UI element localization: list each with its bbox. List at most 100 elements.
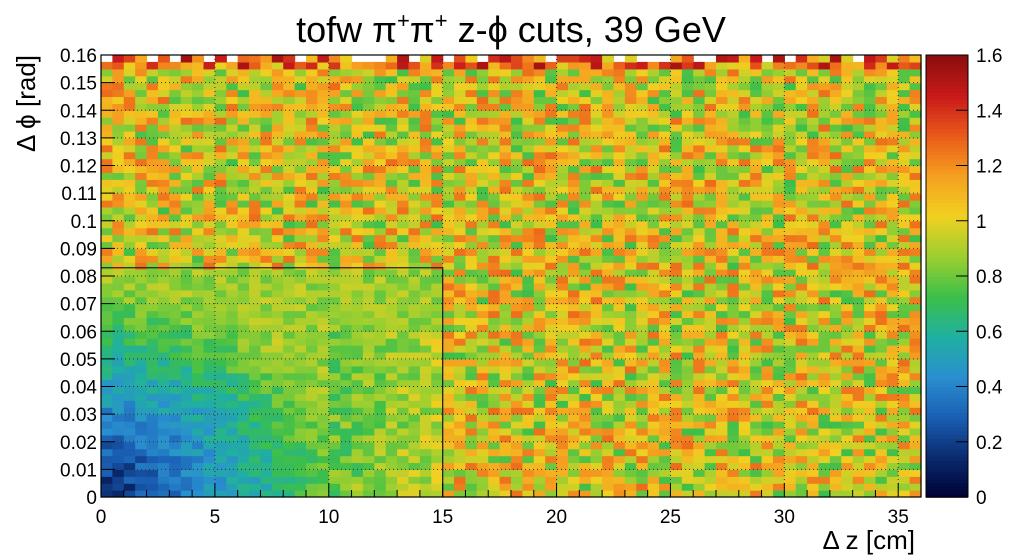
heatmap-cell [385,317,398,325]
heatmap-cell [750,234,763,243]
heatmap-cell [283,130,296,139]
heatmap-cell [499,206,512,215]
heatmap-cell [214,241,227,249]
heatmap-cell [602,310,615,319]
heatmap-cell [681,130,694,139]
heatmap-cell [716,317,728,325]
heatmap-cell [624,455,637,464]
heatmap-cell [397,110,410,118]
heatmap-cell [226,427,239,436]
heatmap-cell [317,441,330,450]
heatmap-cell [362,227,375,236]
heatmap-cell [681,462,694,470]
heatmap-cell [818,241,831,249]
heatmap-cell [693,414,706,422]
heatmap-cell [807,82,820,91]
heatmap-cell [328,276,341,284]
heatmap-cell [647,200,660,208]
heatmap-cell [886,317,899,325]
heatmap-cell [898,96,911,104]
heatmap-cell [385,151,398,160]
heatmap-cell [362,68,375,77]
y-tick-label: 0.12 [60,157,97,178]
heatmap-cell [522,324,535,332]
heatmap-cell [647,262,660,270]
heatmap-cell [533,296,546,305]
heatmap-cell [750,282,763,291]
heatmap-cell [271,379,284,388]
heatmap-cell [408,82,421,91]
heatmap-cell [499,248,512,256]
heatmap-cell [613,331,626,339]
heatmap-cell [556,241,569,249]
heatmap-cell [362,400,375,408]
heatmap-cell [260,414,273,422]
heatmap-cell [123,490,136,498]
heatmap-cell [511,421,523,429]
heatmap-cell [260,434,273,443]
heatmap-cell [431,448,444,457]
heatmap-cell [397,144,410,153]
heatmap-cell [214,248,227,256]
heatmap-cell [442,407,455,415]
heatmap-cell [260,262,273,270]
heatmap-cell [397,289,410,298]
heatmap-cell [807,379,820,388]
heatmap-cell [306,75,318,84]
heatmap-cell [249,144,262,153]
heatmap-cell [112,61,125,70]
heatmap-cell [283,421,296,429]
heatmap-cell [294,151,307,160]
heatmap-cell [385,110,398,118]
heatmap-cell [294,434,307,443]
heatmap-cell [431,462,444,470]
heatmap-cell [624,200,637,208]
heatmap-cell [317,200,330,208]
heatmap-cell [624,345,637,353]
heatmap-cell [442,421,455,429]
heatmap-cell [397,351,410,360]
heatmap-cell [670,462,683,470]
heatmap-cell [431,338,444,346]
heatmap-cell [624,179,637,187]
heatmap-cell [522,110,535,118]
heatmap-cell [647,75,660,84]
heatmap-cell [419,213,432,222]
heatmap-cell [841,124,854,132]
heatmap-cell [636,434,649,443]
heatmap-cell [135,213,148,222]
heatmap-cell [829,462,842,470]
heatmap-cell [613,317,626,325]
heatmap-cell [101,89,113,98]
heatmap-cell [499,124,512,132]
heatmap-cell [841,55,854,63]
heatmap-cell [590,303,603,312]
heatmap-cell [545,462,558,470]
heatmap-cell [693,241,706,249]
heatmap-cell [636,441,649,450]
heatmap-cell [704,310,717,319]
heatmap-cell [397,448,410,457]
heatmap-cell [841,117,854,125]
heatmap-cell [647,151,660,160]
heatmap-cell [613,310,626,319]
heatmap-cell [442,124,455,132]
heatmap-cell [157,186,170,194]
heatmap-cell [419,276,432,284]
heatmap-cell [886,421,899,429]
heatmap-cell [511,144,523,153]
heatmap-cell [294,89,307,98]
heatmap-cell [385,179,398,187]
heatmap-cell [488,289,501,298]
heatmap-cell [260,448,273,457]
heatmap-cell [351,103,364,111]
heatmap-cell [647,407,660,415]
heatmap-cell [727,448,740,457]
heatmap-cell [192,400,205,408]
heatmap-cell [101,338,113,346]
heatmap-cell [271,303,284,312]
heatmap-cell [738,462,751,470]
heatmap-cell [260,365,273,374]
heatmap-cell [488,130,501,139]
heatmap-cell [397,130,410,139]
